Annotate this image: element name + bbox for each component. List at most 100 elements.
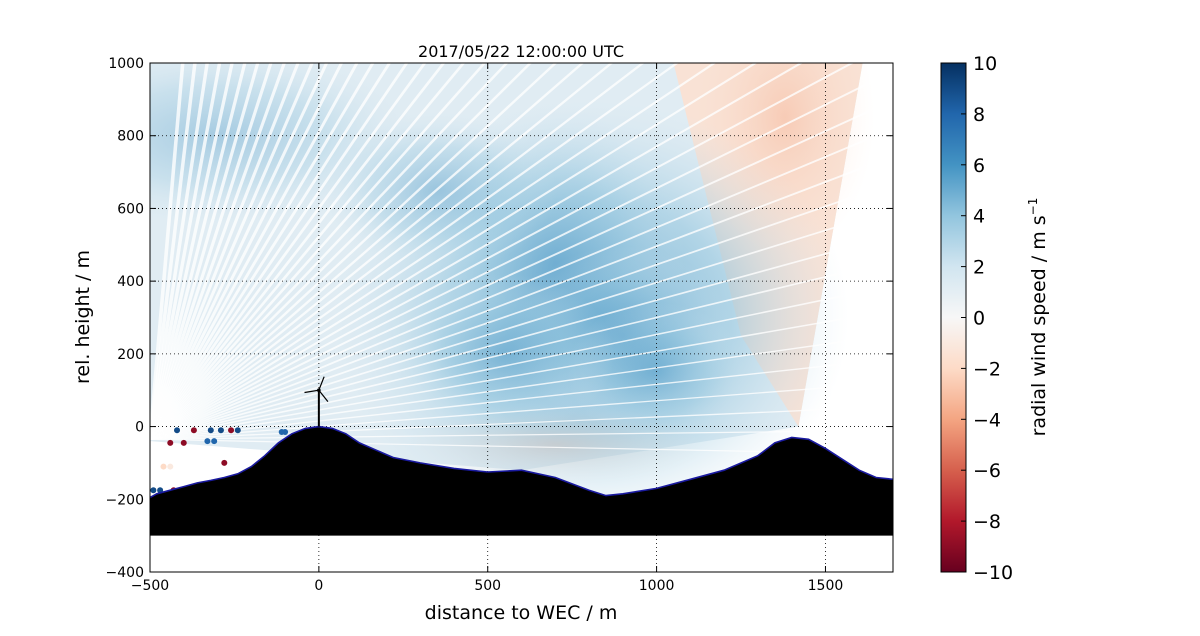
- beam-gap: [150, 63, 260, 440]
- x-axis-label: distance to WEC / m: [425, 602, 618, 624]
- data-point: [204, 438, 211, 445]
- y-tick-label: 600: [117, 201, 144, 217]
- beam-gap: [150, 63, 375, 441]
- y-tick-label: 0: [135, 420, 144, 436]
- beam-gap: [150, 63, 314, 440]
- colorbar-ticks: −10 −8 −6 −4 −2 0 2 4 6 8 10: [961, 53, 1013, 584]
- axes-frame: [149, 62, 894, 573]
- beam-gap: [150, 382, 893, 440]
- beam-gap: [150, 63, 645, 441]
- data-point: [234, 427, 241, 434]
- beam-gap: [150, 63, 344, 440]
- beam-gap: [150, 63, 286, 440]
- colorbar-tick-label: 6: [973, 155, 985, 177]
- data-point: [221, 459, 228, 466]
- beam-gap: [150, 333, 893, 441]
- beam-gap: [150, 63, 185, 440]
- beam-gap: [150, 63, 329, 440]
- beam-gap: [150, 63, 273, 440]
- y-tick-label: −200: [106, 492, 144, 508]
- colorbar: −10 −8 −6 −4 −2 0 2 4 6 8 10 radial wind speed / m…: [940, 53, 1050, 584]
- terrain-layer: [150, 425, 893, 536]
- beam-gap: [150, 284, 893, 441]
- beam-gap: [150, 63, 197, 440]
- data-point: [278, 429, 285, 436]
- beam-gap: [150, 63, 359, 440]
- y-tick-label: 200: [117, 347, 144, 363]
- x-tick-label: −500: [131, 578, 169, 594]
- beam-gap: [150, 63, 392, 441]
- beam-gap: [150, 208, 893, 441]
- data-point: [217, 427, 224, 434]
- beam-gap: [150, 429, 893, 440]
- beam-gap: [150, 63, 758, 441]
- data-point: [174, 427, 181, 434]
- turbine-hub: [317, 388, 321, 393]
- x-tick-label: 500: [474, 578, 501, 594]
- beam-gap: [150, 63, 466, 441]
- turbine-blade: [318, 376, 325, 391]
- beam-gap: [150, 63, 679, 441]
- x-axis-ticks: −500 0 500 1000 1500: [131, 63, 844, 594]
- beam-gap: [150, 63, 533, 441]
- data-point: [180, 439, 187, 446]
- data-point: [228, 427, 235, 434]
- y-axis-label: rel. height / m: [72, 250, 94, 384]
- turbine-blade: [318, 389, 329, 402]
- beam-gap: [150, 63, 247, 440]
- lidar-beams: [150, 63, 893, 455]
- beam-gap: [150, 63, 427, 441]
- beam-gap: [150, 63, 409, 441]
- y-tick-label: 800: [117, 129, 144, 145]
- beam-gap: [150, 63, 209, 440]
- data-point: [167, 439, 174, 446]
- beam-gap: [150, 405, 893, 440]
- colorbar-label-text: radial wind speed / m s: [1028, 215, 1050, 436]
- colorbar-label-superscript: −1: [1026, 198, 1040, 216]
- y-tick-label: 1000: [108, 56, 144, 72]
- beam-gap: [150, 358, 893, 440]
- data-point: [190, 427, 197, 434]
- x-tick-label: 1000: [639, 578, 675, 594]
- turbine-blade: [304, 389, 319, 394]
- beam-gap: [150, 70, 893, 441]
- beam-gap: [150, 63, 585, 441]
- terrain-outline: [150, 425, 893, 499]
- colorbar-tick-label: 2: [973, 257, 985, 279]
- beam-gap: [150, 63, 614, 441]
- beam-gap: [150, 309, 893, 441]
- beam-gap: [150, 127, 893, 441]
- beam-gap: [150, 155, 893, 441]
- beam-gap: [150, 63, 717, 441]
- chart-title: 2017/05/22 12:00:00 UTC: [418, 42, 624, 61]
- beam-gap: [150, 63, 558, 441]
- beam-gap: [150, 234, 893, 441]
- beam-gap: [150, 63, 234, 440]
- wind-field: [150, 63, 893, 538]
- beam-gap: [150, 63, 446, 441]
- colorbar-tick-label: −10: [973, 562, 1013, 584]
- turbine: [304, 376, 329, 427]
- plot-area: −500 0 500 1000 1500 −400 −200 0 200 400 600 800 10…: [106, 56, 894, 594]
- beam-gap: [150, 63, 222, 440]
- colorbar-tick-label: −2: [973, 358, 1001, 380]
- data-point: [150, 487, 157, 494]
- x-tick-label: 1500: [808, 578, 844, 594]
- colorbar-tick-label: −4: [973, 409, 1001, 431]
- beam-gap: [150, 259, 893, 441]
- beam-gap: [150, 63, 855, 441]
- colorbar-tick-label: −6: [973, 460, 1001, 482]
- scatter-points: [150, 427, 289, 494]
- colorbar-tick-label: 0: [973, 308, 985, 330]
- data-point: [207, 427, 214, 434]
- terrain: [150, 426, 893, 536]
- data-point: [160, 463, 167, 470]
- colorbar-tick-label: 8: [973, 104, 985, 126]
- wind-region: [694, 63, 875, 258]
- beam-gap: [150, 438, 893, 455]
- y-tick-label: −400: [106, 565, 144, 581]
- y-tick-label: 400: [117, 274, 144, 290]
- beam-gap: [150, 99, 893, 441]
- beam-gap: [150, 63, 804, 441]
